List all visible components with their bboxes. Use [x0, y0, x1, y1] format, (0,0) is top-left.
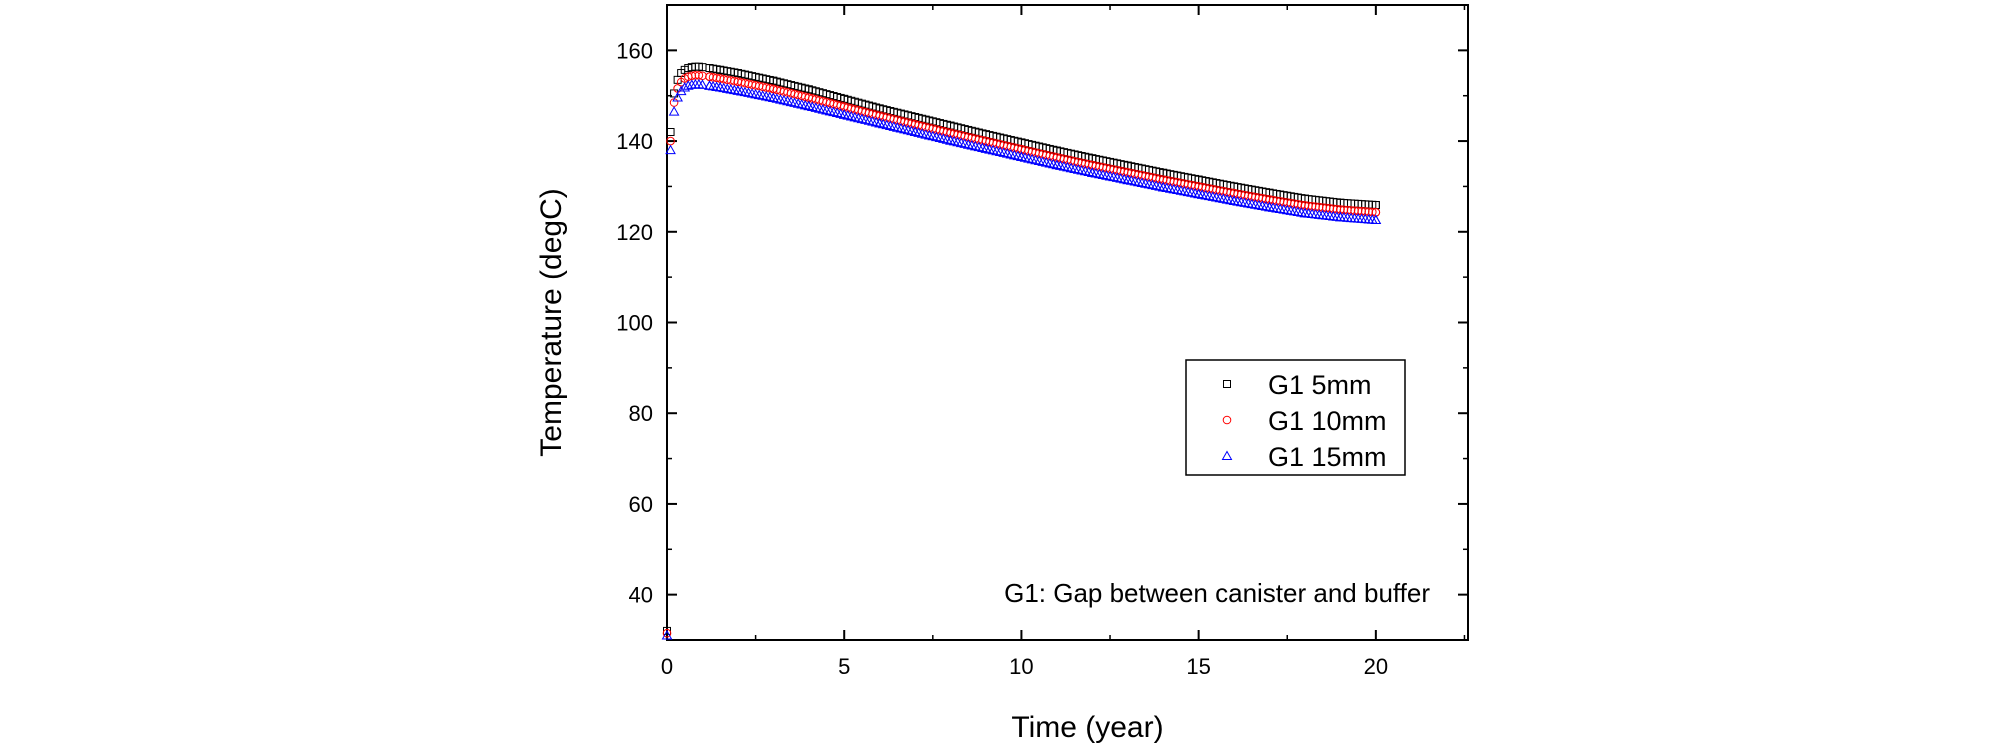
series-triangle	[661, 78, 1382, 640]
data-point	[1274, 203, 1286, 214]
data-point	[679, 82, 691, 92]
data-point	[672, 92, 683, 102]
y-tick-label: 60	[629, 492, 653, 517]
data-point	[1271, 202, 1282, 213]
data-point	[714, 82, 726, 92]
legend-marker	[1221, 450, 1233, 460]
y-tick-label: 40	[629, 583, 653, 608]
x-axis-ticks: 0 5 10 15 20	[661, 5, 1466, 679]
data-point	[721, 83, 733, 93]
legend-marker	[1223, 380, 1231, 388]
data-point	[728, 84, 740, 95]
legend-item: G1 15mm	[1221, 442, 1387, 472]
data-point	[662, 628, 672, 638]
series-layer	[661, 62, 1382, 640]
data-point	[1267, 202, 1279, 212]
y-axis-ticks: 40 60 80 100 120 140 160	[616, 4, 1468, 641]
y-tick-label: 160	[616, 38, 653, 63]
data-point	[1232, 196, 1243, 206]
legend-marker	[1222, 415, 1232, 425]
legend-label: G1 5mm	[1268, 370, 1372, 400]
data-point	[1242, 197, 1254, 208]
plot-frame	[666, 4, 1469, 641]
x-axis-title: Time (year)	[1011, 711, 1163, 744]
data-point	[1285, 205, 1297, 215]
data-point	[725, 83, 737, 94]
data-point	[668, 106, 680, 116]
data-point	[697, 79, 708, 89]
data-point	[1239, 197, 1251, 207]
data-point	[1281, 204, 1293, 215]
data-point	[718, 82, 730, 93]
data-point	[1292, 206, 1304, 217]
y-tick-label: 140	[616, 129, 653, 154]
data-point	[1246, 198, 1258, 209]
data-point	[1249, 199, 1261, 209]
data-point	[661, 629, 673, 640]
y-axis-title: Temperature (degC)	[535, 188, 568, 456]
data-point	[1253, 199, 1265, 210]
y-tick-label: 80	[629, 401, 653, 426]
data-point	[1278, 204, 1290, 214]
legend-label: G1 15mm	[1268, 442, 1387, 472]
x-tick-label: 5	[838, 654, 850, 679]
data-point	[1257, 200, 1268, 211]
x-tick-label: 15	[1186, 654, 1210, 679]
x-tick-label: 20	[1364, 654, 1388, 679]
data-point	[707, 80, 719, 91]
series-circle	[662, 71, 1381, 638]
y-tick-label: 100	[616, 311, 653, 336]
legend-item: G1 5mm	[1223, 370, 1372, 400]
legend-label: G1 10mm	[1268, 406, 1387, 436]
chart-annotation: G1: Gap between canister and buffer	[1004, 578, 1430, 608]
data-point	[665, 144, 676, 155]
data-point	[666, 128, 675, 136]
plot-area-border	[666, 4, 1469, 641]
data-point	[1228, 195, 1240, 205]
data-point	[711, 81, 722, 91]
data-point	[682, 80, 694, 90]
y-tick-label: 120	[616, 220, 653, 245]
data-point	[1264, 201, 1275, 212]
data-point	[704, 80, 715, 90]
legend-item: G1 10mm	[1222, 406, 1387, 436]
data-point	[1235, 196, 1247, 207]
legend: G1 5mm G1 10mm G1 15mm	[1185, 359, 1406, 476]
series-square	[663, 62, 1380, 635]
data-point	[1288, 205, 1300, 216]
legend-box	[1185, 359, 1406, 476]
data-point	[1260, 201, 1272, 211]
x-tick-label: 0	[661, 654, 673, 679]
x-tick-label: 10	[1009, 654, 1033, 679]
data-point	[1370, 214, 1382, 224]
data-point	[1296, 207, 1307, 217]
